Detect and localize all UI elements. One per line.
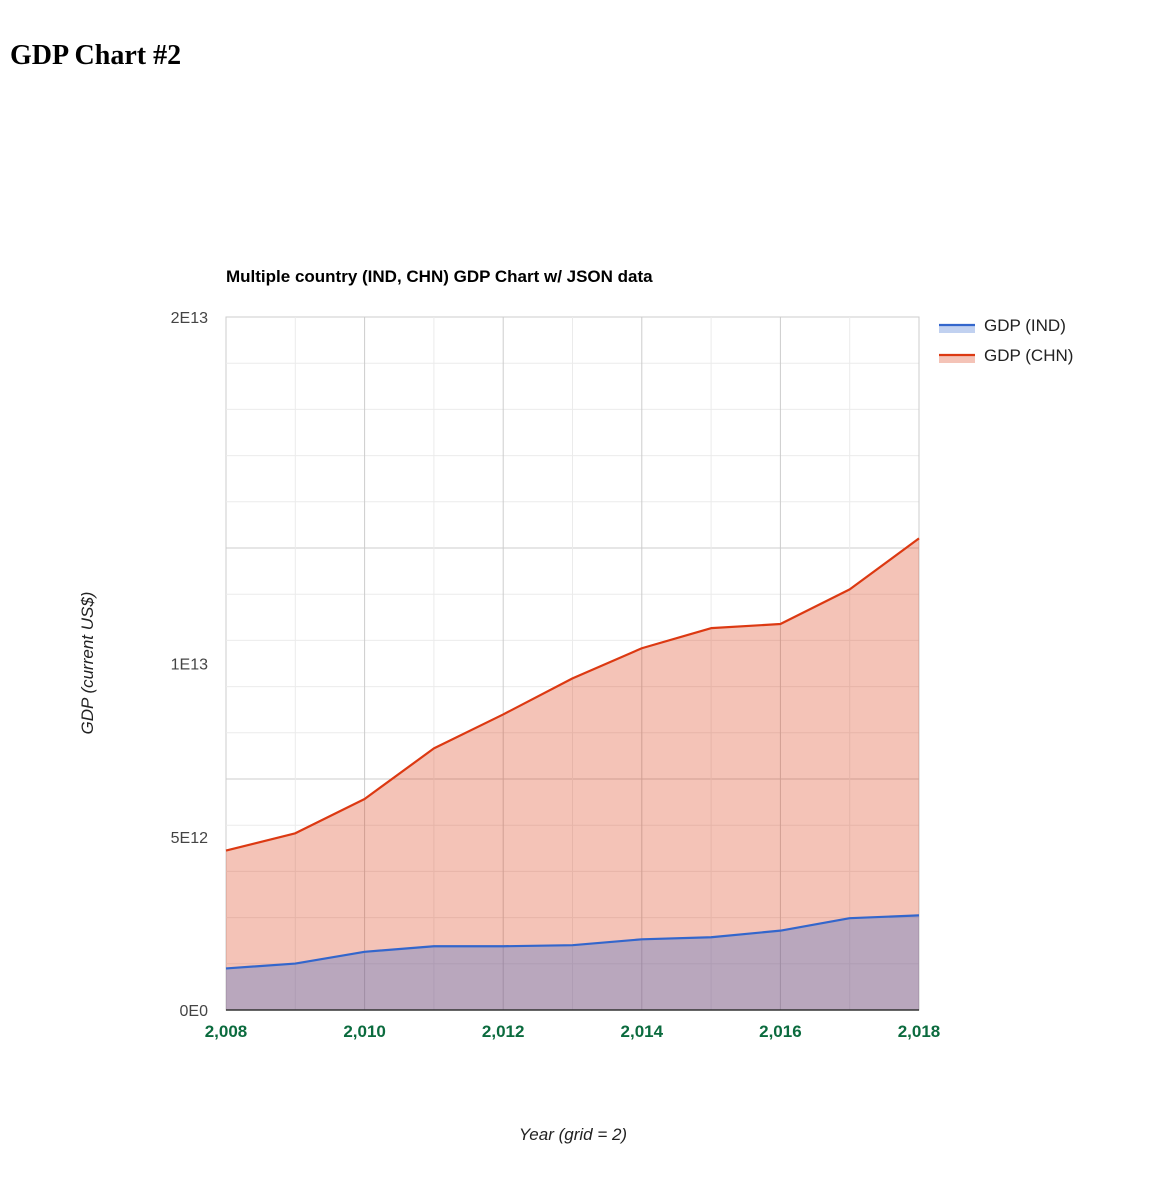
page-heading: GDP Chart #2 — [10, 40, 182, 71]
x-tick-label: 2,018 — [898, 1022, 941, 1041]
legend-swatch-fill — [939, 324, 975, 333]
grid — [225, 316, 920, 1011]
x-tick-label: 2,008 — [205, 1022, 248, 1041]
x-tick-label: 2,012 — [482, 1022, 525, 1041]
area-ind — [226, 915, 919, 1010]
tick-labels: 0E0 5E12 1E13 2E13 2,008 2,010 2,012 2,014 2,016… — [171, 310, 941, 1041]
legend-swatch-fill — [939, 354, 975, 363]
legend-item-chn: GDP (CHN) — [939, 346, 1073, 365]
y-tick-label: 2E13 — [171, 310, 208, 327]
x-axis-title: Year (grid = 2) — [519, 1125, 627, 1144]
y-tick-label: 0E0 — [180, 1003, 209, 1020]
series-lines — [225, 537, 920, 970]
x-tick-label: 2,010 — [343, 1022, 386, 1041]
line-ind — [225, 914, 920, 970]
area-chn — [226, 538, 919, 1010]
x-tick-label: 2,014 — [621, 1022, 664, 1041]
legend: GDP (IND) GDP (CHN) — [939, 316, 1073, 365]
legend-label: GDP (IND) — [984, 316, 1066, 335]
legend-label: GDP (CHN) — [984, 346, 1073, 365]
x-tick-label: 2,016 — [759, 1022, 802, 1041]
legend-item-ind: GDP (IND) — [939, 316, 1066, 335]
series-areas — [226, 538, 919, 1010]
line-chn — [225, 537, 920, 852]
y-axis-title: GDP (current US$) — [78, 592, 97, 735]
y-tick-label: 5E12 — [171, 830, 208, 847]
chart-title: Multiple country (IND, CHN) GDP Chart w/… — [226, 267, 653, 286]
y-tick-label: 1E13 — [171, 657, 208, 674]
